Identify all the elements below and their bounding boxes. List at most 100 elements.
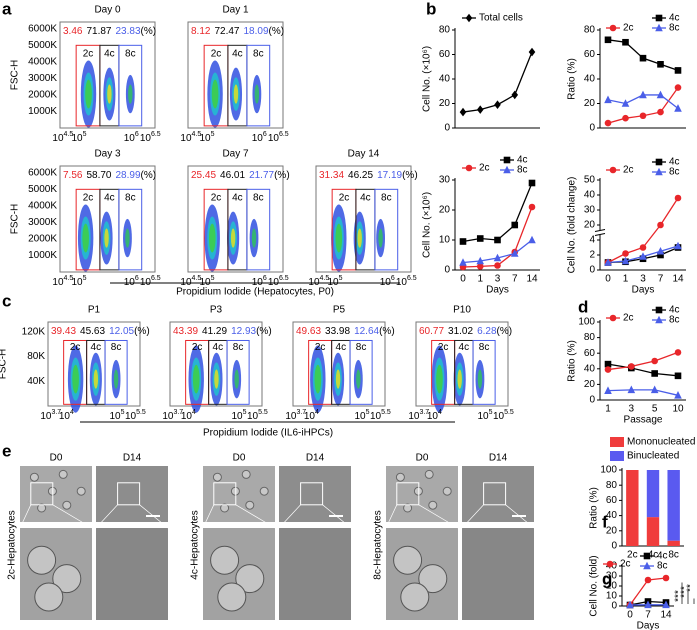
micrograph-zoom [96,528,168,620]
percentages: 60.77 31.02 6.28(%) [419,326,512,337]
x-tick-label: 104.5 [180,131,201,144]
point [644,600,652,609]
x-tick-label: 105 [354,409,369,422]
percent-value: 49.63 [296,326,321,337]
y-tick-label: 60 [606,495,618,506]
tick-base: 10 [308,277,320,288]
percentages: 8.12 72.47 18.09(%) [191,26,284,37]
x-tick-label: 106 [124,131,139,144]
cell-zoom [52,564,82,594]
point [494,262,501,269]
gate-label: 2c [211,48,222,59]
cell-zoom [34,582,64,612]
plot-title: Day 1 [222,5,249,16]
y-tick-label: 3000K [28,73,57,84]
tick-base: 10 [354,411,366,422]
gate-label: 8c [125,48,136,59]
legend-label: 8c [669,167,680,178]
x-tick-label: 105 [477,409,492,422]
point [609,166,617,174]
point [476,235,484,242]
tick-base: 10 [285,411,297,422]
gate-label: 2c [339,192,350,203]
x-tick-label: 105.5 [493,409,514,422]
point [604,119,612,127]
y-tick-label: 20 [606,581,618,592]
zoom-box [30,482,54,506]
tick-base: 10 [396,277,408,288]
tick-base: 10 [327,277,339,288]
tick-base: 10 [140,133,152,144]
x-tick-label: 106.5 [140,131,161,144]
cell [29,472,39,482]
gate-label: 8c [233,342,244,353]
gate-label: 2c [192,342,203,353]
tick-base: 10 [199,277,211,288]
x-tick-label: 14 [672,274,684,285]
cell-cloud [125,228,130,248]
x-tick-label: 103.7 [40,409,61,422]
y-tick-label: 3000K [28,217,57,228]
percent-unit: (%) [497,326,513,337]
tick-exponent: 4.5 [320,275,330,282]
tick-exponent: 4.5 [192,275,202,282]
point [627,385,636,394]
percent-value: 33.98 [325,326,350,337]
y-tick-label: 20 [439,98,451,109]
percent-value: 31.34 [319,170,344,181]
tick-exponent: 6 [263,275,267,282]
cell-cloud [251,228,257,248]
percent-value: 12.64 [354,326,379,337]
x-axis-label: Propidium Iodide (Hepatocytes, P0) [176,287,334,298]
point [494,100,501,110]
zoom-box [300,482,324,506]
legend-label: 8c [657,561,668,572]
point [650,385,659,394]
tick-base: 10 [162,411,174,422]
tick-base: 10 [252,133,264,144]
cell-cloud [104,228,109,248]
gate-label: 4c [104,192,115,203]
percent-unit: (%) [256,326,272,337]
tick-base: 10 [408,411,420,422]
cell [395,472,405,482]
plot-title: P1 [88,305,101,316]
point [503,156,511,164]
cell-cloud [356,369,361,389]
cell-cloud [211,79,219,109]
gate [472,339,496,405]
tick-exponent: 6.5 [151,275,161,282]
cell-cloud [230,228,236,248]
axis-break [595,230,605,235]
tick-exponent: 5 [121,409,125,416]
legend-label: 4c [669,305,680,316]
y-tick-label: 40 [584,74,596,85]
tick-base: 10 [477,411,489,422]
tick-base: 10 [180,277,192,288]
cell-cloud [72,364,79,394]
legend-label: 2c [620,559,631,570]
y-tick-label: 100 [600,465,617,476]
y-tick-label: 80 [584,25,596,36]
bar-segment [667,540,680,546]
gate-label: 2c [315,342,326,353]
point [655,167,663,176]
x-tick-label: 104.5 [52,131,73,144]
tick-exponent: 5 [243,409,247,416]
point [465,13,473,23]
x-tick-label: 106 [124,275,139,288]
gate-label: 4c [232,192,243,203]
y-tick-label: 0 [611,541,617,552]
x-tick-label: 106 [380,275,395,288]
point [643,561,651,570]
x-tick-label: 105.5 [125,409,146,422]
point [465,164,473,172]
x-tick-label: 14 [660,610,672,621]
percentages: 25.45 46.01 21.77(%) [191,170,290,181]
gate-label: 2c [83,192,94,203]
y-axis-label: Cell No. (×10⁶) [422,192,433,258]
x-tick-label: 106.5 [396,275,417,288]
row-label: 8c-Hepatocytes [373,510,384,579]
zoom-guide [235,504,276,529]
percent-unit: (%) [141,26,157,37]
